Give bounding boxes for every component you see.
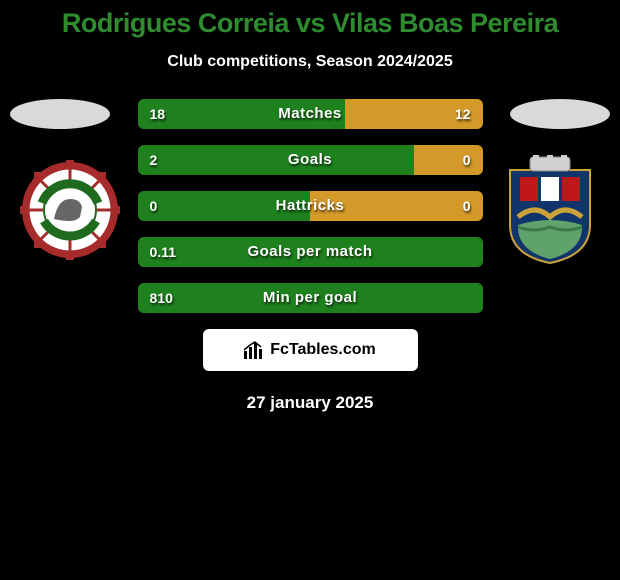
- stat-value-right: 0: [451, 191, 483, 221]
- source-badge: FcTables.com: [203, 329, 418, 371]
- stat-label: Hattricks: [138, 191, 483, 221]
- club-crest-right: [500, 155, 600, 265]
- player-right-silhouette: [510, 99, 610, 129]
- source-label: FcTables.com: [270, 341, 376, 359]
- stat-label: Matches: [138, 99, 483, 129]
- stats-container: Matches1812Goals20Hattricks00Goals per m…: [138, 99, 483, 313]
- stat-value-left: 0.11: [138, 237, 188, 267]
- stat-row: Goals2 0: [138, 145, 483, 175]
- club-crest-left: [20, 155, 120, 265]
- stat-value-right: 0: [451, 145, 483, 175]
- stat-value-left: 0: [138, 191, 170, 221]
- stat-value-left: 2: [138, 145, 170, 175]
- player-left-silhouette: [10, 99, 110, 129]
- stat-value-left: 18: [138, 99, 178, 129]
- stat-label: Goals per match: [138, 237, 483, 267]
- stat-value-right: 12: [443, 99, 483, 129]
- page-title: Rodrigues Correia vs Vilas Boas Pereira: [0, 0, 620, 39]
- stat-label: Min per goal: [138, 283, 483, 313]
- stat-row: Min per goal810: [138, 283, 483, 313]
- date-label: 27 january 2025: [0, 393, 620, 413]
- chaves-crest-icon: [500, 155, 600, 265]
- comparison-panel: Matches1812Goals20Hattricks00Goals per m…: [0, 99, 620, 413]
- stat-row: Goals per match0.11: [138, 237, 483, 267]
- subtitle: Club competitions, Season 2024/2025: [0, 53, 620, 71]
- stat-label: Goals: [138, 145, 483, 175]
- stat-value-left: 810: [138, 283, 185, 313]
- stat-row: Matches18 12: [138, 99, 483, 129]
- bar-chart-icon: [244, 341, 264, 359]
- maritimo-crest-icon: [20, 155, 120, 265]
- stat-row: Hattricks0 0: [138, 191, 483, 221]
